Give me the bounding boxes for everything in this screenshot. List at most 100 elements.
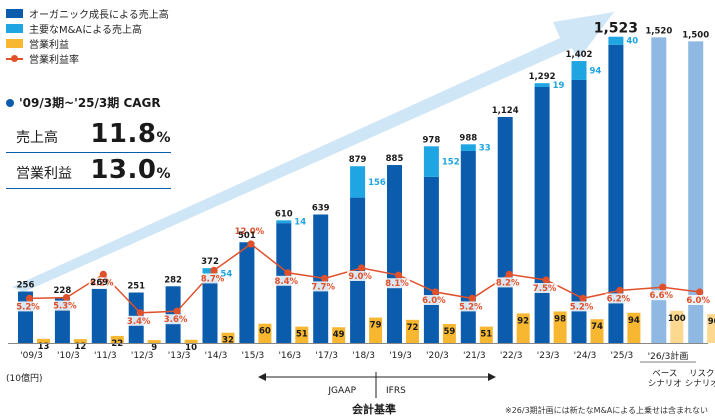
sales-total-label: 372 <box>201 257 219 267</box>
margin-label-bg <box>494 277 521 288</box>
margin-label-bg <box>420 295 447 305</box>
margin-label: 5.2% <box>459 302 483 312</box>
cagr-box: '09/3期~'25/3期 CAGR 売上高 11.8% 営業利益 13.0% <box>6 94 171 189</box>
margin-label: 8.2% <box>496 278 520 288</box>
margin-point <box>431 288 439 296</box>
op-bar <box>332 327 346 343</box>
mna-label: 152 <box>442 158 460 168</box>
x-tick-label: '22/3 <box>500 351 523 361</box>
x-tick-label: '18/3 <box>352 351 375 361</box>
margin-label: 6.0% <box>422 296 446 306</box>
op-bar <box>707 314 715 343</box>
cagr-sales-number: 11.8 <box>90 119 157 149</box>
cagr-title: '09/3期~'25/3期 CAGR <box>6 94 171 111</box>
margin-label: 5.3% <box>53 302 77 312</box>
margin-label: 9.0% <box>348 272 372 282</box>
op-bar <box>627 312 641 343</box>
legend-swatch-op <box>6 39 23 48</box>
x-tick-label: '10/3 <box>57 351 80 361</box>
unit-label: (10億円) <box>6 374 43 384</box>
mna-label: 54 <box>221 270 233 280</box>
op-bar <box>258 323 272 343</box>
cagr-sales-row: 売上高 11.8% <box>6 117 171 153</box>
sales-total-label: 1,402 <box>566 50 593 60</box>
sales-total-label: 610 <box>275 209 293 219</box>
margin-label-bg <box>685 295 712 305</box>
margin-label-bg <box>605 293 632 304</box>
margin-point <box>505 270 513 278</box>
margin-label-bg <box>273 275 300 286</box>
sales-bar <box>571 79 587 344</box>
x-tick-label: ベース <box>652 369 677 379</box>
op-label: 12 <box>74 342 86 352</box>
sales-bar <box>350 197 366 343</box>
sales-bar <box>313 214 329 343</box>
mna-label: 94 <box>590 67 602 77</box>
margin-point <box>173 307 181 315</box>
op-label: 98 <box>554 314 566 324</box>
mna-label: 19 <box>553 81 565 91</box>
margin-label-bg <box>88 277 115 288</box>
margin-point <box>321 274 329 282</box>
op-label: 32 <box>222 336 234 346</box>
x-tick-label: '17/3 <box>315 351 338 361</box>
margin-label: 3.4% <box>127 317 151 327</box>
op-bar <box>442 324 456 343</box>
sales-total-label: 251 <box>127 282 145 292</box>
mna-label: 156 <box>368 178 386 188</box>
op-bar <box>479 326 493 343</box>
op-label: 90 <box>708 317 715 327</box>
cagr-bullet-icon <box>6 98 14 107</box>
cagr-op-row: 営業利益 13.0% <box>6 153 171 189</box>
sales-bar <box>608 44 624 343</box>
op-label: 79 <box>370 321 382 331</box>
margin-label: 6.2% <box>607 294 631 304</box>
mna-bar <box>460 144 476 151</box>
sales-total-label: 256 <box>17 281 35 291</box>
op-bar <box>516 313 530 343</box>
legend-label-organic: オーガニック成長による売上高 <box>29 10 169 21</box>
accounting-standard-title: 会計基準 <box>352 403 396 416</box>
sales-total-label: 978 <box>423 135 441 145</box>
margin-point <box>62 294 70 302</box>
margin-label: 8.4% <box>275 277 299 287</box>
x-tick-label: '24/3 <box>574 351 597 361</box>
sales-bar <box>460 150 476 343</box>
margin-label: 12.0% <box>235 227 265 237</box>
sales-bar <box>497 116 513 344</box>
sales-total-label: 269 <box>90 278 108 288</box>
x-tick-label: '23/3 <box>537 351 560 361</box>
legend: オーガニック成長による売上高 主要なM&Aによる売上高 営業利益 営業利益率 <box>6 6 169 66</box>
margin-label-bg <box>531 283 558 293</box>
x-tick-label: '09/3 <box>20 351 43 361</box>
margin-label: 8.1% <box>385 279 409 289</box>
op-bar <box>147 340 161 343</box>
sales-total-label: 1,523 <box>594 21 638 37</box>
legend-item-margin: 営業利益率 <box>6 51 169 66</box>
mna-bar <box>571 61 587 80</box>
growth-arrow <box>12 12 614 292</box>
ifrs-label: IFRS <box>386 386 406 396</box>
op-label: 72 <box>407 323 419 333</box>
op-label: 10 <box>185 343 197 353</box>
op-bar <box>406 319 419 343</box>
op-label: 13 <box>38 342 50 352</box>
standard-arrow-right <box>488 373 496 381</box>
margin-label: 5.2% <box>570 302 594 312</box>
x-tick-label: リスク <box>689 369 715 379</box>
cagr-title-text: '09/3期~'25/3期 CAGR <box>19 96 161 110</box>
op-label: 94 <box>628 316 640 326</box>
margin-point <box>284 269 292 277</box>
sales-bar <box>423 176 439 343</box>
margin-point <box>136 309 144 317</box>
margin-label: 3.6% <box>164 315 188 325</box>
cagr-sales-label: 売上高 <box>16 130 58 146</box>
mna-bar <box>608 36 624 45</box>
mna-label: 14 <box>294 218 306 228</box>
legend-item-organic: オーガニック成長による売上高 <box>6 6 169 21</box>
cagr-sales-unit: % <box>156 130 171 146</box>
sales-total-label: 885 <box>386 154 404 164</box>
op-bar <box>590 319 604 343</box>
margin-label: 8.2% <box>90 278 114 288</box>
